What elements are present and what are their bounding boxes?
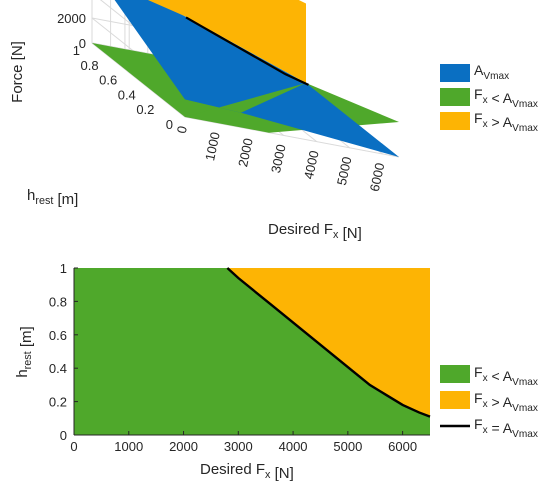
surface-green-front: [185, 83, 306, 117]
x-tick-label: 3000: [268, 143, 289, 174]
x-tick-label: 1000: [202, 131, 223, 162]
y-tick-label: 0.2: [136, 102, 154, 117]
legend-entry-3d: AVmax: [474, 62, 509, 82]
legend-3d: [437, 60, 550, 138]
legend-entry-2d: Fx < AVmax: [474, 364, 538, 388]
y-tick-label: 0.8: [81, 58, 99, 73]
legend-entry-2d: Fx > AVmax: [474, 390, 538, 414]
y-tick-label: 0.4: [118, 87, 136, 102]
x-tick-label: 0: [174, 125, 190, 135]
y-tick-label-2d: 1: [60, 261, 67, 276]
x-tick-label-2d: 0: [70, 439, 77, 454]
y-tick-label: 0: [166, 117, 173, 132]
surface-orange-plane: [147, 0, 306, 83]
x-axis-label-2d: Desired Fx [N]: [200, 461, 294, 482]
y-tick-label: 0.6: [99, 73, 117, 88]
z-tick-label: 4000: [57, 0, 86, 1]
legend-entry-3d: Fx > AVmax: [474, 110, 538, 134]
legend-swatch-orange: [440, 112, 470, 130]
x-tick-label-2d: 3000: [224, 439, 253, 454]
curve-3d-boundary: [185, 16, 309, 86]
y-tick-label-2d: 0: [60, 428, 67, 443]
legend-swatch-blue: [440, 64, 470, 82]
z-axis-label: Force [N]: [9, 41, 26, 103]
x-tick-label-2d: 5000: [333, 439, 362, 454]
legend-swatch-orange: [440, 391, 470, 409]
x-axis-label-3d: Desired Fx [N]: [268, 221, 362, 242]
legend-entry-3d: Fx < AVmax: [474, 86, 538, 110]
y-axis-label-3d: hrest [m]: [27, 187, 78, 208]
y-tick-label: 1: [73, 43, 80, 58]
x-tick-label-2d: 2000: [169, 439, 198, 454]
x-tick-label: 6000: [367, 161, 388, 192]
curve-2d-boundary: [226, 267, 431, 418]
surface-blue-avmax: [114, 0, 399, 157]
x-tick-label-2d: 1000: [114, 439, 143, 454]
legend-swatch-green: [440, 365, 470, 383]
y-tick-label-2d: 0.2: [49, 395, 67, 410]
legend-entry-2d: Fx = AVmax: [474, 416, 538, 440]
x-tick-label: 2000: [235, 137, 256, 168]
z-tick-label: 2000: [57, 11, 86, 26]
y-axis-label-2d: hrest [m]: [14, 326, 35, 377]
legend-swatch-green: [440, 88, 470, 106]
legend-2d: [440, 365, 470, 428]
z-tick-label: 0: [79, 36, 86, 51]
x-tick-label: 4000: [301, 149, 322, 180]
x-tick-label-2d: 6000: [388, 439, 417, 454]
region-orange-above: [227, 268, 430, 417]
x-tick-label-2d: 4000: [279, 439, 308, 454]
y-tick-label-2d: 0.6: [49, 328, 67, 343]
y-tick-label-2d: 0.4: [49, 361, 67, 376]
x-tick-label: 5000: [334, 155, 355, 186]
y-tick-label-2d: 0.8: [49, 294, 67, 309]
